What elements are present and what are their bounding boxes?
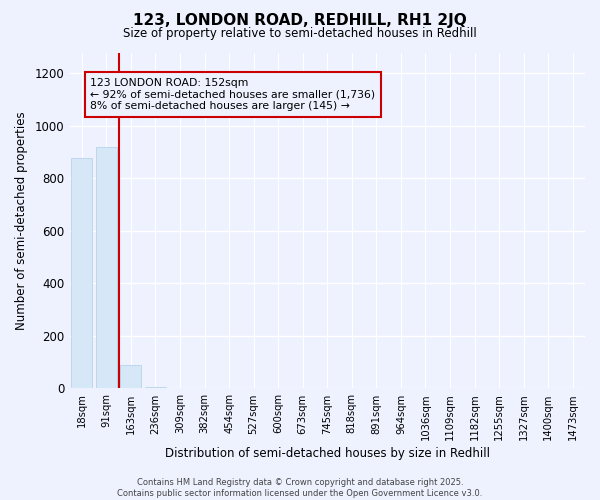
- Text: Size of property relative to semi-detached houses in Redhill: Size of property relative to semi-detach…: [123, 28, 477, 40]
- Text: 123, LONDON ROAD, REDHILL, RH1 2JQ: 123, LONDON ROAD, REDHILL, RH1 2JQ: [133, 12, 467, 28]
- Bar: [71, 158, 92, 388]
- Bar: [121, 365, 142, 388]
- Y-axis label: Number of semi-detached properties: Number of semi-detached properties: [15, 111, 28, 330]
- Text: Contains HM Land Registry data © Crown copyright and database right 2025.
Contai: Contains HM Land Registry data © Crown c…: [118, 478, 482, 498]
- Text: 123 LONDON ROAD: 152sqm
← 92% of semi-detached houses are smaller (1,736)
8% of : 123 LONDON ROAD: 152sqm ← 92% of semi-de…: [91, 78, 376, 111]
- X-axis label: Distribution of semi-detached houses by size in Redhill: Distribution of semi-detached houses by …: [165, 447, 490, 460]
- Bar: [96, 147, 117, 388]
